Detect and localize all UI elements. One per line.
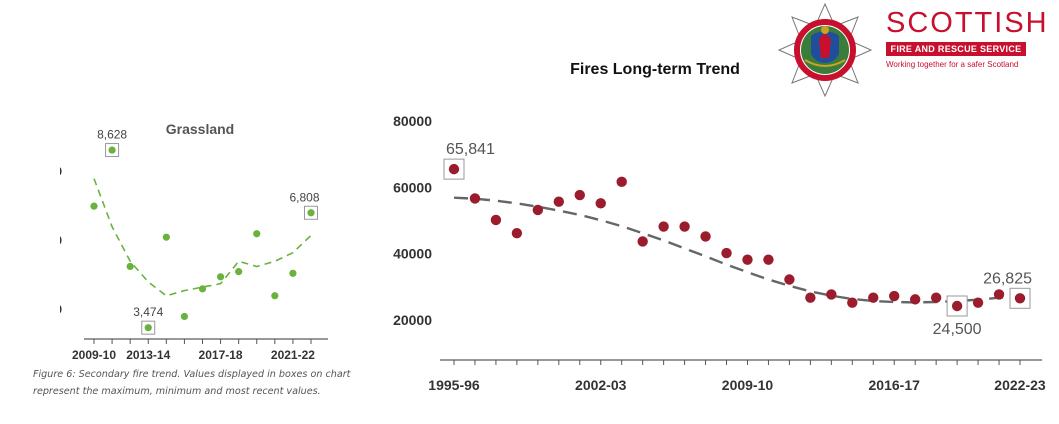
fires-data-point — [595, 198, 606, 209]
grassland-annotation-label: 8,628 — [97, 128, 127, 142]
grassland-data-point — [108, 146, 116, 154]
grassland-data-point — [307, 209, 315, 217]
grassland-annotation-label: 6,808 — [289, 190, 319, 204]
fires-data-point — [469, 193, 481, 204]
fires-data-point — [574, 189, 585, 201]
fires-data-point — [700, 231, 711, 242]
grassland-annotation-label: 3,474 — [133, 305, 163, 319]
grassland-y-tick-label: 8000 — [60, 165, 62, 179]
fires-data-point — [553, 196, 565, 207]
grassland-data-point — [216, 273, 225, 281]
fires-data-point — [616, 176, 627, 188]
grassland-data-point — [289, 269, 297, 277]
grassland-data-point — [271, 292, 279, 300]
fires-data-point — [847, 297, 858, 308]
fires-data-point — [993, 289, 1005, 300]
grassland-y-tick-label: 4000 — [60, 303, 62, 317]
fires-data-point — [511, 227, 523, 239]
fires-data-point — [930, 292, 942, 303]
fires-data-point — [1014, 293, 1026, 304]
fires-annotation-label: 65,841 — [446, 141, 495, 158]
grassland-data-point — [235, 268, 243, 276]
fires-x-tick-label: 2016-17 — [869, 377, 921, 393]
grassland-data-point — [90, 202, 98, 210]
grassland-x-tick-label: 2017-18 — [199, 348, 243, 362]
grassland-title: Grassland — [166, 121, 234, 137]
fires-data-point — [784, 274, 795, 285]
grassland-data-point — [253, 230, 261, 238]
fires-data-point — [490, 214, 502, 226]
fires-data-point — [826, 289, 837, 300]
fires-x-tick-label: 2002-03 — [575, 377, 627, 393]
fires-title: Fires Long-term Trend — [570, 61, 740, 78]
grassland-data-point — [144, 324, 152, 332]
fires-data-point — [763, 254, 774, 265]
grassland-x-tick-label: 2009-10 — [72, 348, 116, 362]
fires-data-point — [448, 163, 460, 175]
grassland-data-point — [198, 285, 207, 293]
fires-x-tick-label: 1995-96 — [428, 377, 480, 393]
fires-data-point — [805, 292, 816, 303]
figure-caption: Figure 6: Secondary fire trend. Values d… — [33, 369, 351, 397]
fires-x-tick-label: 2022-23 — [994, 377, 1046, 393]
grassland-data-point — [162, 233, 170, 241]
fires-data-point — [889, 290, 900, 302]
logo-service-bar: FIRE AND RESCUE SERVICE — [886, 42, 1026, 56]
fires-y-tick-label: 20000 — [393, 312, 432, 328]
grassland-x-tick-label: 2021-22 — [271, 348, 315, 362]
fires-data-point — [868, 292, 879, 303]
logo-wordmark: SCOTTISH — [886, 7, 1049, 39]
sfrs-logo: SCOTTISH FIRE AND RESCUE SERVICE Working… — [775, 2, 1055, 98]
fires-data-point — [721, 247, 732, 259]
fires-y-tick-label: 60000 — [393, 179, 432, 195]
fires-y-tick-label: 80000 — [393, 113, 432, 129]
sfrs-emblem-icon — [777, 2, 873, 98]
grassland-chart: Grassland 2009-10 2013-14 2017-18 2021-22 400… — [60, 121, 328, 362]
fires-data-point — [972, 297, 984, 308]
fires-data-point — [532, 204, 544, 216]
fires-data-point — [909, 294, 921, 305]
fires-data-point — [951, 300, 963, 312]
grassland-y-tick-label: 6000 — [60, 234, 62, 248]
logo-tagline: Working together for a safer Scotland — [886, 60, 1019, 69]
fires-trend-line — [453, 196, 1021, 304]
grassland-trend-line — [93, 178, 312, 297]
fires-data-point — [679, 221, 690, 232]
fires-long-term-trend-chart: Fires Long-term Trend 1995-96 2002-03 2009-… — [393, 61, 1046, 393]
fires-annotation-label: 24,500 — [933, 321, 982, 338]
fires-data-point — [658, 221, 669, 232]
fires-data-point — [742, 254, 753, 265]
grassland-data-point — [126, 262, 134, 271]
fires-x-tick-label: 2009-10 — [722, 377, 774, 393]
fires-annotation-label: 26,825 — [983, 270, 1032, 287]
grassland-data-point — [180, 312, 189, 321]
fires-data-point — [637, 236, 648, 247]
grassland-x-tick-label: 2013-14 — [126, 348, 170, 362]
fires-y-tick-label: 40000 — [393, 246, 432, 262]
